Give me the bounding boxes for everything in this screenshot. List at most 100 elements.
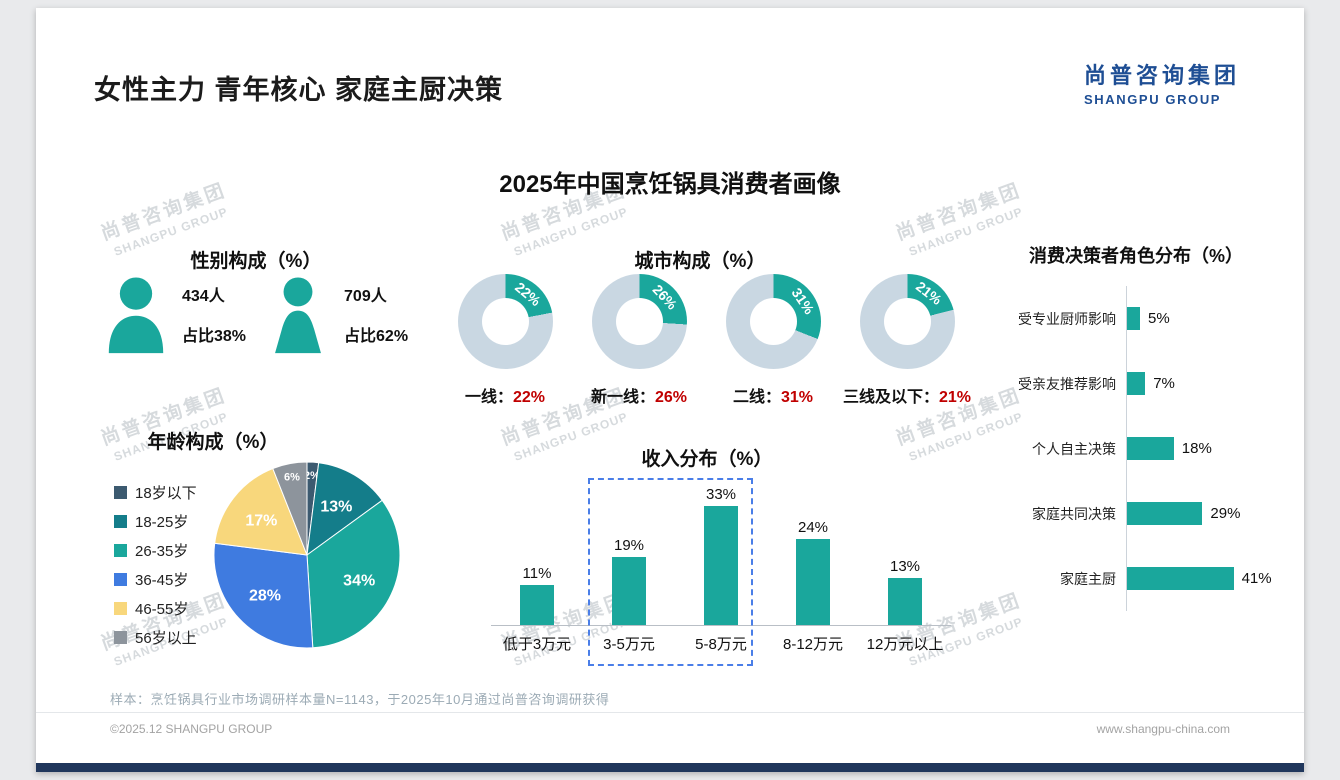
income-bars: 11% 19% 33% 24% 13% [491, 478, 951, 626]
income-bar-group: 33% [675, 486, 767, 625]
city-donut-三线及以下: 21% 三线及以下：21% [840, 274, 974, 407]
decision-value: 7% [1153, 375, 1175, 392]
income-bar-value: 11% [522, 565, 552, 583]
decision-label: 家庭主厨 [1060, 570, 1116, 587]
donut-ring: 22% [457, 274, 553, 369]
donut-ring: 26% [591, 274, 687, 369]
income-bar-value: 33% [705, 486, 737, 504]
decision-bar [1127, 372, 1146, 395]
age-legend: 18岁以下 18-25岁 26-35岁 36-45岁 46-55岁 56岁以上 [114, 478, 197, 652]
city-donut-charts: 22% 一线：22% 26% 新一线：26% 31% 二线：31% 21% 三线及以下：21% [438, 274, 974, 407]
income-category: 低于3万元 [502, 636, 572, 653]
donut-hole [615, 298, 663, 345]
income-category: 12万元以上 [866, 636, 944, 653]
logo-name-cn: 尚普咨询集团 [1083, 63, 1240, 88]
gender-item-female: 709人 占比62% [264, 274, 408, 354]
legend-label: 18-25岁 [135, 514, 189, 531]
decision-value: 29% [1210, 505, 1241, 522]
donut-ring: 31% [725, 274, 821, 369]
donut-caption-name: 二线： [732, 389, 781, 406]
age-slice-value: 6% [284, 471, 300, 483]
decision-label: 受专业厨师影响 [1018, 310, 1116, 327]
income-bar-group: 24% [767, 519, 859, 625]
donut-caption-value: 21% [938, 389, 972, 406]
city-donut-一线: 22% 一线：22% [438, 274, 572, 407]
income-bar-group: 19% [583, 537, 675, 625]
logo-name-en: SHANGPU GROUP [1083, 92, 1222, 107]
donut-caption: 二线：31% [733, 383, 813, 407]
footer-website: www.shangpu-china.com [1096, 722, 1230, 736]
legend-label: 18岁以下 [135, 485, 197, 502]
age-legend-item: 56岁以上 [114, 623, 197, 652]
female-count: 709人 [344, 288, 387, 305]
income-bar-value: 13% [889, 558, 921, 576]
decision-label: 受亲友推荐影响 [1018, 375, 1116, 392]
decision-bar-chart: 受专业厨师影响 5% 受亲友推荐影响 7% 个人自主决策 18% 家庭共同决策 29% 家庭主厨… [994, 286, 1304, 611]
legend-label: 36-45岁 [135, 572, 189, 589]
age-slice-value: 13% [320, 498, 352, 515]
age-legend-item: 46-55岁 [114, 594, 197, 623]
decision-bar-area: 41% [1126, 546, 1304, 611]
legend-swatch [114, 544, 127, 557]
gender-male-text: 434人 占比38% [182, 282, 246, 346]
legend-swatch [114, 573, 127, 586]
age-slice-46-55岁 [214, 467, 308, 556]
section-title-gender: 性别构成（%） [190, 251, 322, 272]
bottom-accent-bar [36, 763, 1304, 772]
decision-row: 受专业厨师影响 5% [994, 286, 1304, 351]
chart-main-title: 2025年中国烹饪锅具消费者画像 [499, 171, 841, 198]
donut-caption-value: 22% [512, 389, 546, 406]
slide-card: 尚普咨询集团 SHANGPU GROUP 尚普咨询集团 SHANGPU GROUP 尚普… [36, 8, 1304, 772]
income-bar [888, 578, 922, 625]
donut-caption: 三线及以下：21% [843, 383, 971, 407]
donut-ring: 21% [859, 274, 955, 369]
gender-chart: 434人 占比38% 709人 占比62% [102, 274, 408, 354]
decision-bar [1127, 437, 1174, 460]
income-bar [796, 538, 830, 625]
donut-caption-value: 26% [654, 389, 688, 406]
age-legend-item: 26-35岁 [114, 536, 197, 565]
income-bar-group: 13% [859, 558, 951, 625]
decision-row: 个人自主决策 18% [994, 416, 1304, 481]
sample-note: 样本：烹饪锅具行业市场调研样本量N=1143，于2025年10月通过尚普咨询调研… [110, 692, 610, 707]
legend-swatch [114, 515, 127, 528]
section-title-age: 年龄构成（%） [147, 432, 279, 453]
decision-bar-area: 18% [1126, 416, 1304, 481]
income-bar-chart: 11% 19% 33% 24% 13% 低于3万元 3-5万元 5-8万元 8-12万元 12万… [491, 478, 951, 666]
donut-hole [749, 298, 797, 345]
company-logo: 尚普咨询集团 SHANGPU GROUP [1084, 58, 1240, 107]
income-bar [612, 556, 646, 625]
gender-female-text: 709人 占比62% [344, 282, 408, 346]
decision-bar-area: 7% [1126, 351, 1304, 416]
income-bar-value: 19% [613, 536, 645, 554]
income-bar-value: 24% [797, 518, 829, 536]
gender-item-male: 434人 占比38% [102, 274, 246, 354]
section-title-income: 收入分布（%） [641, 449, 773, 470]
income-category: 5-8万元 [695, 636, 747, 653]
male-count: 434人 [182, 288, 225, 305]
age-slice-value: 28% [249, 588, 281, 605]
decision-bar [1127, 307, 1140, 330]
age-slice-26-35岁 [306, 499, 401, 649]
donut-caption: 一线：22% [465, 383, 545, 407]
income-bar-group: 11% [491, 565, 583, 625]
age-slice-18-25岁 [306, 462, 383, 557]
age-slice-value: 17% [245, 513, 277, 530]
decision-row: 家庭共同决策 29% [994, 481, 1304, 546]
decision-row: 受亲友推荐影响 7% [994, 351, 1304, 416]
age-legend-item: 36-45岁 [114, 565, 197, 594]
footer-divider [36, 712, 1304, 713]
donut-caption: 新一线：26% [591, 383, 687, 407]
legend-swatch [114, 486, 127, 499]
male-share: 占比38% [182, 328, 247, 345]
legend-swatch [114, 602, 127, 615]
legend-swatch [114, 631, 127, 644]
legend-label: 46-55岁 [135, 601, 189, 618]
income-category: 3-5万元 [603, 636, 655, 653]
city-donut-二线: 31% 二线：31% [706, 274, 840, 407]
decision-bar-area: 5% [1126, 286, 1304, 351]
age-slice-56岁以上 [272, 461, 308, 556]
decision-bar-area: 29% [1126, 481, 1304, 546]
age-slice-value: 34% [343, 573, 375, 590]
decision-bar [1127, 502, 1203, 525]
